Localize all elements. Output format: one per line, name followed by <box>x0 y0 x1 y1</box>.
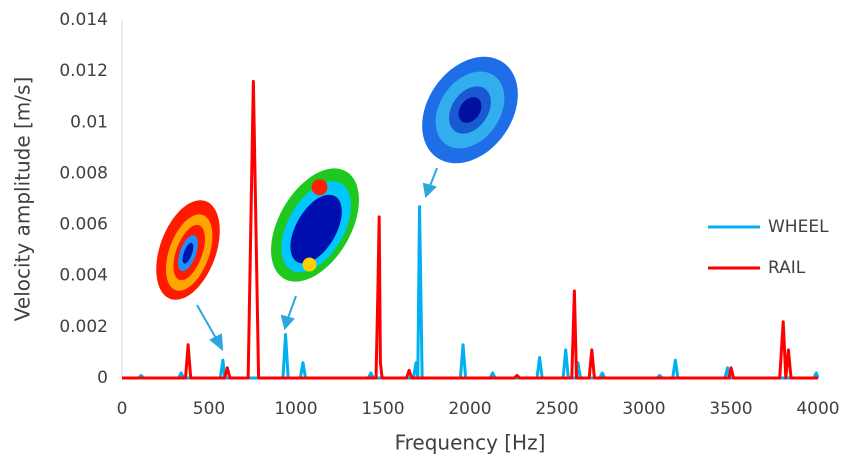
y-tick-label: 0.002 <box>59 317 108 337</box>
y-tick-label: 0.004 <box>59 266 108 286</box>
mode-shape-insets <box>156 56 518 352</box>
y-tick-label: 0.008 <box>59 163 108 183</box>
y-tick-label: 0.01 <box>70 112 108 132</box>
inset-disk <box>422 56 518 164</box>
x-tick-label: 1000 <box>274 399 317 419</box>
x-tick-label: 500 <box>193 399 225 419</box>
x-axis-title: Frequency [Hz] <box>395 431 546 455</box>
x-tick-label: 2500 <box>535 399 578 419</box>
series-line <box>122 205 820 380</box>
series-line <box>122 79 818 380</box>
y-axis-title: Velocity amplitude [m/s] <box>11 77 35 321</box>
y-tick-label: 0.014 <box>59 10 108 30</box>
legend-label: RAIL <box>768 258 806 278</box>
x-tick-label: 1500 <box>361 399 404 419</box>
y-tick-label: 0.006 <box>59 215 108 235</box>
inset-blob <box>271 168 359 282</box>
x-tick-label: 2000 <box>448 399 491 419</box>
arrows <box>196 167 438 352</box>
legend-label: WHEEL <box>768 217 829 237</box>
x-tick-label: 3500 <box>709 399 752 419</box>
x-tick-label: 4000 <box>796 399 839 419</box>
y-tick-label: 0.012 <box>59 61 108 81</box>
y-tick-label: 0 <box>97 368 108 388</box>
x-tick-label: 0 <box>117 399 128 419</box>
inset-ring <box>156 200 220 300</box>
x-tick-label: 3000 <box>622 399 665 419</box>
